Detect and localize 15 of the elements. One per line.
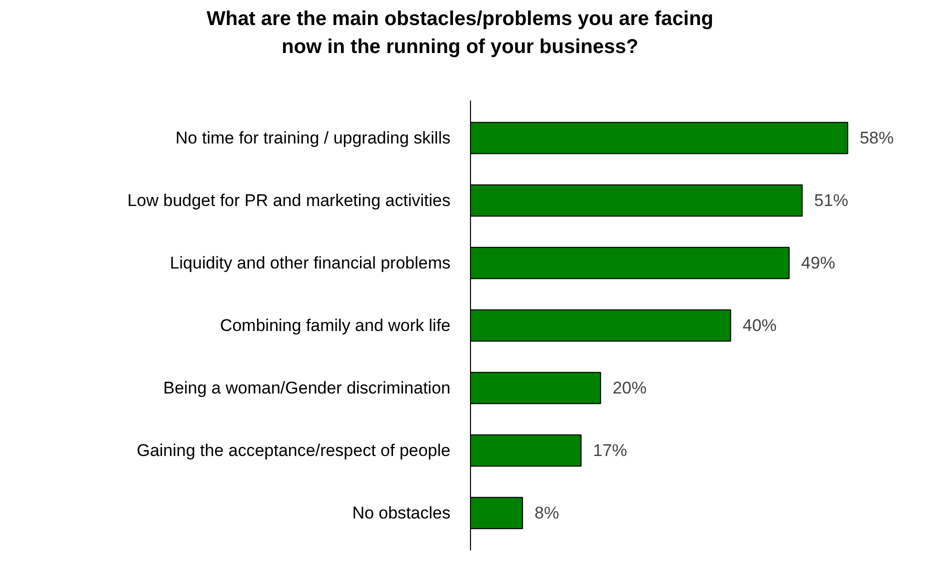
y-tick-label: No obstacles [352, 504, 451, 522]
y-tick-label: Being a woman/Gender discrimination [163, 378, 451, 398]
chart-title: What are the main obstacles/problems you are facing now in the running of your business? [206, 7, 714, 60]
y-tick-label: Liquidity and other financial problems [170, 254, 451, 272]
y-tick-label: No time for training / upgrading skills [176, 128, 451, 148]
y-tick-label: Combining family and work life [220, 316, 451, 335]
y-tick-label: Gaining the acceptance/respect of people [136, 441, 451, 460]
data-label: 51% [814, 191, 848, 210]
data-label: 8% [534, 504, 560, 522]
y-tick-label: Low budget for PR and marketing activities [127, 191, 451, 210]
data-label: 49% [801, 254, 836, 272]
data-label: 40% [742, 316, 777, 335]
data-label: 17% [593, 441, 628, 460]
data-label: 58% [860, 128, 894, 148]
data-label: 20% [612, 378, 647, 398]
